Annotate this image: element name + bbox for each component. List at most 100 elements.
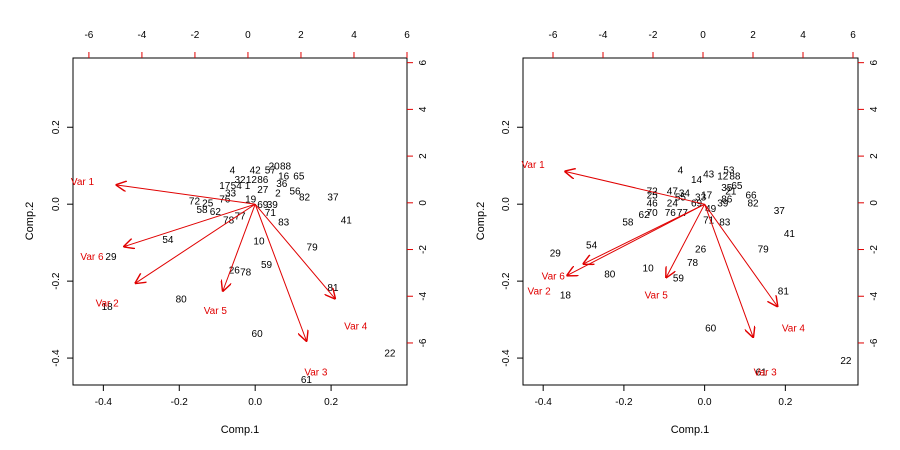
observation-label: 33 xyxy=(695,192,707,203)
observation-label: 46 xyxy=(647,198,659,209)
observation-label: 61 xyxy=(301,375,313,386)
y-tick-label: -0.4 xyxy=(501,349,512,367)
observation-label: 18 xyxy=(560,291,572,302)
loading-vector-arrow xyxy=(704,203,778,306)
observation-label: 58 xyxy=(196,205,208,216)
observation-label: 33 xyxy=(225,189,237,200)
observation-label: 20 xyxy=(269,162,281,173)
observation-label: 53 xyxy=(723,166,735,177)
loading-vector-arrow xyxy=(565,171,705,205)
observation-label: 71 xyxy=(703,216,715,227)
y-tick-label: 0.2 xyxy=(501,120,512,134)
x-tick-label: 0.0 xyxy=(248,397,262,408)
observation-label: 57 xyxy=(265,166,277,177)
observation-label: 72 xyxy=(189,196,201,207)
y-tick-label: -0.2 xyxy=(51,272,62,290)
observation-label: 43 xyxy=(703,169,715,180)
observation-label: 86 xyxy=(721,194,733,205)
right-tick-label: 6 xyxy=(869,59,880,65)
observation-label: 58 xyxy=(622,218,634,229)
observation-label: 10 xyxy=(253,237,265,248)
observation-label: 88 xyxy=(280,162,292,173)
top-tick-label: 6 xyxy=(850,30,856,41)
loading-vector-label: Var 2 xyxy=(96,298,120,309)
observation-label: 69 xyxy=(257,200,269,211)
top-tick-label: 6 xyxy=(404,30,410,41)
observation-label: 25 xyxy=(647,191,659,202)
observation-label: 65 xyxy=(293,171,305,182)
observation-label: 1 xyxy=(245,181,251,192)
top-tick-label: 0 xyxy=(245,30,251,41)
observation-label: 32 xyxy=(234,175,246,186)
observation-label: 41 xyxy=(341,216,353,227)
loading-vector-arrow xyxy=(704,204,753,337)
x-tick-label: -0.4 xyxy=(95,397,113,408)
observation-label: 60 xyxy=(252,329,264,340)
observation-label: 70 xyxy=(647,208,659,219)
loading-vector-label: Var 3 xyxy=(754,368,778,379)
observation-label: 37 xyxy=(327,192,339,203)
observation-label: 26 xyxy=(695,244,707,255)
top-tick-label: -4 xyxy=(137,30,146,41)
x-axis-label: Comp.1 xyxy=(221,424,260,436)
observation-label: 17 xyxy=(701,191,713,202)
y-tick-label: 0.0 xyxy=(51,197,62,211)
loading-vector-arrow xyxy=(666,203,706,277)
y-tick-label: -0.4 xyxy=(51,349,62,367)
observation-label: 22 xyxy=(840,356,852,367)
observation-label: 27 xyxy=(257,185,269,196)
y-axis-label: Comp.2 xyxy=(24,202,36,241)
observation-label: 86 xyxy=(257,175,269,186)
observation-label: 55 xyxy=(675,192,687,203)
observation-label: 80 xyxy=(604,269,616,280)
loading-vector-label: Var 5 xyxy=(204,306,228,317)
observation-label: 2 xyxy=(275,189,281,200)
observation-label: 14 xyxy=(691,175,703,186)
observation-label: 35 xyxy=(721,183,733,194)
observation-label: 77 xyxy=(234,212,246,223)
x-tick-label: -0.4 xyxy=(535,397,553,408)
right-tick-label: -4 xyxy=(418,291,429,300)
observation-label: 83 xyxy=(719,218,731,229)
right-tick-label: -4 xyxy=(869,291,880,300)
loading-vector-label: Var 4 xyxy=(782,323,806,334)
observation-label: 19 xyxy=(245,194,257,205)
loading-vector-arrow xyxy=(117,185,256,205)
observation-label: 17 xyxy=(219,181,231,192)
x-tick-label: 0.0 xyxy=(698,397,712,408)
observation-label: 62 xyxy=(210,207,222,218)
observation-label: 18 xyxy=(102,302,114,313)
observation-label: 37 xyxy=(774,206,786,217)
observation-label: 26 xyxy=(229,266,241,277)
observation-label: 71 xyxy=(265,208,277,219)
y-axis-label: Comp.2 xyxy=(475,202,487,241)
loading-vector-arrow xyxy=(254,203,335,298)
observation-label: 24 xyxy=(667,198,679,209)
observation-label: 82 xyxy=(299,192,311,203)
y-tick-label: 0.0 xyxy=(501,197,512,211)
loading-vector-label: Var 6 xyxy=(542,271,566,282)
right-tick-label: -6 xyxy=(869,338,880,347)
plot-frame xyxy=(522,57,859,386)
right-tick-label: -2 xyxy=(418,245,429,254)
loading-vector-arrow xyxy=(136,203,256,283)
observation-label: 69 xyxy=(691,198,703,209)
top-tick-label: 0 xyxy=(700,30,706,41)
x-tick-label: 0.2 xyxy=(324,397,338,408)
observation-label: 82 xyxy=(747,198,759,209)
right-tick-label: 2 xyxy=(869,153,880,159)
observation-label: 41 xyxy=(784,229,796,240)
observation-label: 29 xyxy=(550,248,562,259)
observation-label: 79 xyxy=(307,243,319,254)
loading-vector-label: Var 1 xyxy=(71,177,95,188)
loading-vector-arrow xyxy=(124,203,256,246)
observation-label: 59 xyxy=(261,260,273,271)
top-tick-label: -2 xyxy=(649,30,658,41)
top-tick-label: 4 xyxy=(800,30,806,41)
observation-label: 78 xyxy=(240,268,252,279)
observation-label: 25 xyxy=(202,198,214,209)
observation-label: 56 xyxy=(289,187,301,198)
right-tick-label: -2 xyxy=(869,245,880,254)
y-tick-label: 0.2 xyxy=(51,120,62,134)
